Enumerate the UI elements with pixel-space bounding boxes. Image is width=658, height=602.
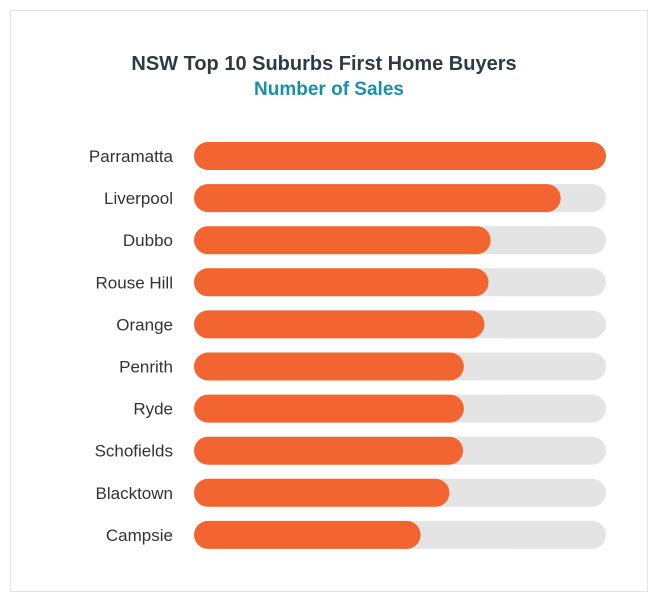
- bar-orange: [194, 310, 485, 339]
- bar-schofields: [194, 436, 464, 465]
- bar-ryde: [194, 394, 464, 423]
- category-label-parramatta: Parramatta: [89, 147, 174, 166]
- chart-frame: [10, 10, 648, 592]
- bar-campsie: [194, 520, 421, 549]
- category-label-rouse-hill: Rouse Hill: [96, 273, 173, 292]
- category-label-liverpool: Liverpool: [104, 189, 173, 208]
- bar-liverpool: [194, 184, 561, 213]
- category-label-dubbo: Dubbo: [123, 231, 173, 250]
- category-label-orange: Orange: [116, 315, 173, 334]
- bar-parramatta: [194, 142, 606, 170]
- category-label-penrith: Penrith: [119, 358, 173, 377]
- chart-subtitle: Number of Sales: [254, 79, 404, 100]
- chart-title: NSW Top 10 Suburbs First Home Buyers: [131, 53, 517, 75]
- bar-penrith: [194, 352, 464, 381]
- bar-dubbo: [194, 226, 491, 255]
- category-label-ryde: Ryde: [133, 400, 173, 419]
- bar-blacktown: [194, 478, 450, 507]
- bar-rouse-hill: [194, 268, 489, 297]
- category-label-schofields: Schofields: [95, 442, 173, 461]
- category-label-blacktown: Blacktown: [96, 484, 173, 503]
- category-label-campsie: Campsie: [106, 526, 173, 545]
